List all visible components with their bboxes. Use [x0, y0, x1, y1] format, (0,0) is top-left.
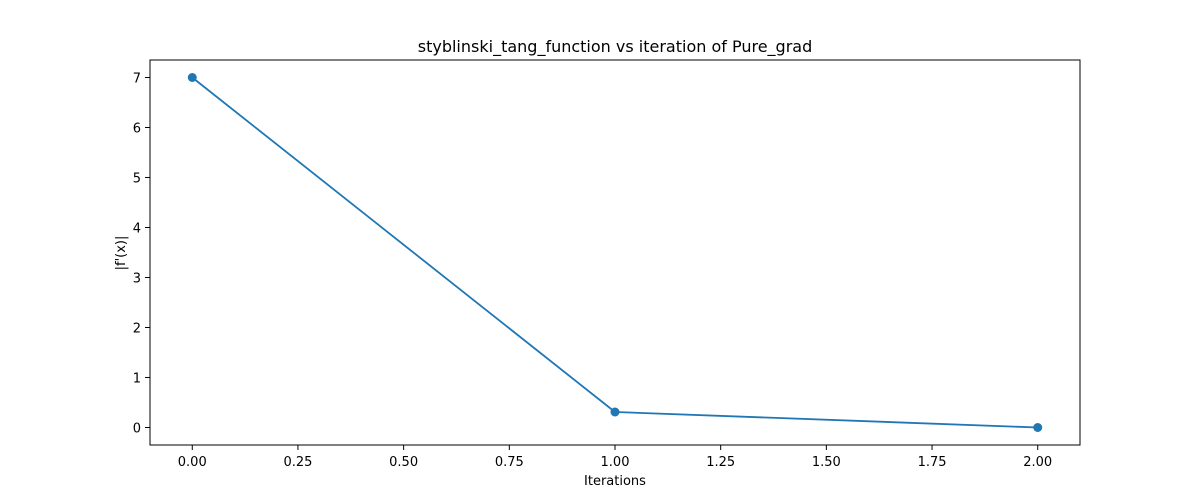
x-tick-label: 2.00 — [1023, 455, 1052, 470]
series-layer — [187, 73, 1043, 432]
y-tick-label: 2 — [133, 322, 141, 337]
x-tick-label: 1.25 — [706, 455, 735, 470]
x-tick-label: 1.50 — [812, 455, 841, 470]
x-tick-label: 0.50 — [389, 455, 418, 470]
y-axis-ticks: 0 1 2 3 4 5 6 7 — [133, 72, 150, 437]
y-tick-label: 3 — [133, 272, 141, 287]
chart-title: styblinski_tang_function vs iteration of… — [418, 37, 812, 57]
data-point — [610, 407, 620, 417]
x-tick-label: 0.25 — [283, 455, 312, 470]
x-axis-ticks: 0.00 0.25 0.50 0.75 1.00 1.25 1.50 1.75 2.00 — [178, 445, 1052, 470]
y-axis-label: |f'(x)| — [114, 236, 129, 271]
y-tick-label: 6 — [133, 122, 141, 137]
x-tick-label: 1.75 — [918, 455, 947, 470]
x-axis-label: Iterations — [584, 474, 646, 489]
data-point — [187, 73, 197, 82]
data-point — [1033, 423, 1043, 432]
y-tick-label: 0 — [133, 422, 141, 437]
y-tick-label: 1 — [133, 372, 141, 387]
x-tick-label: 0.00 — [178, 455, 207, 470]
y-tick-label: 7 — [133, 72, 141, 87]
y-tick-label: 4 — [133, 222, 141, 237]
y-tick-label: 5 — [133, 172, 141, 187]
x-tick-label: 1.00 — [601, 455, 630, 470]
x-tick-label: 0.75 — [495, 455, 524, 470]
